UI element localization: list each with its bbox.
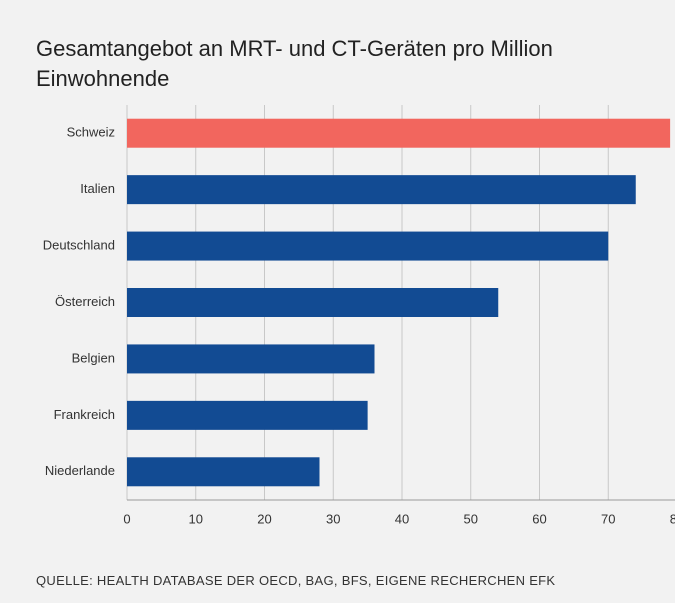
x-tick-label: 50 — [464, 511, 478, 526]
bar — [127, 457, 320, 487]
source-note: QUELLE: HEALTH DATABASE DER OECD, BAG, B… — [36, 573, 556, 588]
bar — [127, 231, 609, 261]
bar — [127, 118, 671, 148]
y-tick-label: Österreich — [55, 294, 115, 309]
y-tick-label: Niederlande — [45, 463, 115, 478]
x-tick-label: 40 — [395, 511, 409, 526]
x-tick-label: 20 — [257, 511, 271, 526]
x-tick-label: 30 — [326, 511, 340, 526]
y-tick-label: Belgien — [72, 350, 115, 365]
bar — [127, 175, 636, 205]
x-tick-label: 10 — [189, 511, 203, 526]
y-tick-label: Schweiz — [67, 125, 115, 140]
x-tick-label: 0 — [123, 511, 130, 526]
y-tick-label: Frankreich — [54, 407, 115, 422]
y-tick-label: Deutschland — [43, 238, 115, 253]
x-tick-label: 60 — [532, 511, 546, 526]
bar — [127, 400, 368, 430]
x-tick-label: 80 — [670, 511, 675, 526]
bar — [127, 344, 375, 374]
bar — [127, 288, 499, 317]
y-tick-label: Italien — [80, 181, 115, 196]
x-tick-label: 70 — [601, 511, 615, 526]
chart-title: Gesamtangebot an MRT- und CT-Geräten pro… — [36, 36, 553, 91]
